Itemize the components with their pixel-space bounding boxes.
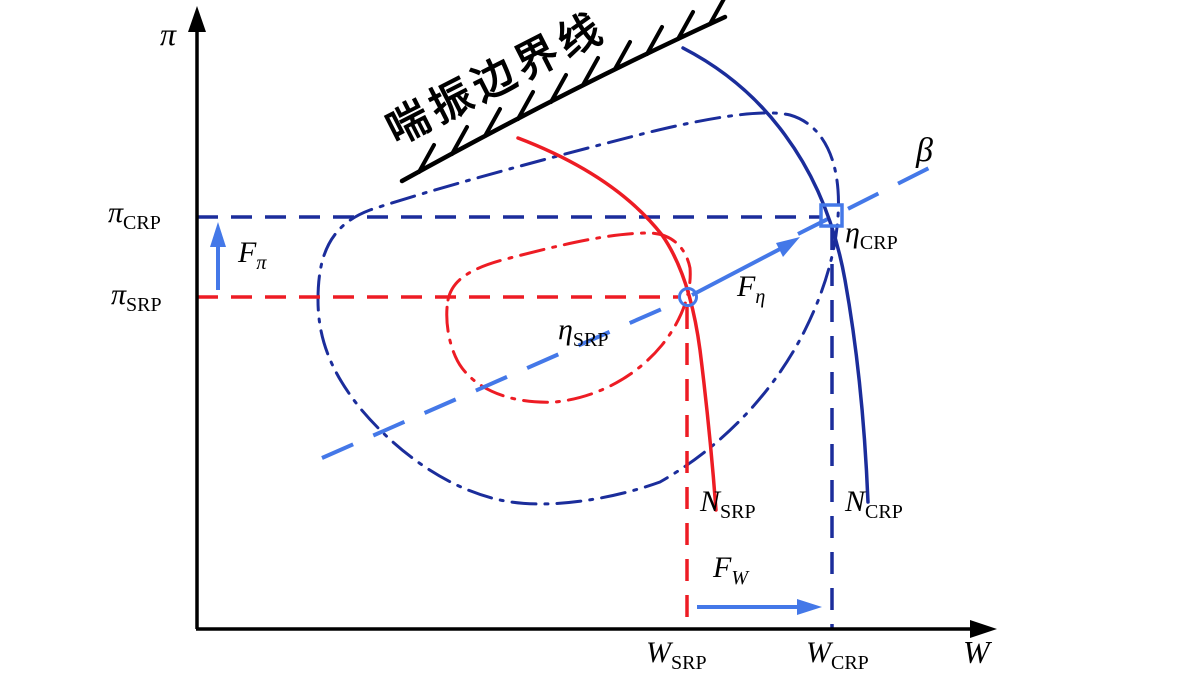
y-axis — [188, 6, 206, 629]
crp-point-marker — [819, 203, 844, 228]
w-crp-label: WCRP — [806, 636, 869, 674]
surge-boundary-hatching — [417, 0, 726, 174]
speed-line-ncrp — [681, 46, 870, 504]
efficiency-contour-inner — [445, 231, 692, 404]
f-w-label: FW — [713, 551, 748, 589]
n-crp-label: NCRP — [845, 485, 903, 523]
f-w-arrow — [697, 599, 822, 615]
pi-srp-label: πSRP — [111, 278, 162, 316]
beta-label: β — [916, 132, 933, 169]
f-pi-arrow — [210, 222, 226, 290]
f-eta-label: Fη — [737, 270, 766, 308]
x-axis-label: W — [963, 636, 990, 668]
w-srp-label: WSRP — [646, 636, 707, 674]
f-pi-label: Fπ — [238, 236, 267, 274]
y-axis-label: π — [160, 18, 176, 50]
pi-crp-label: πCRP — [108, 196, 161, 234]
eta-crp-label: ηCRP — [845, 216, 898, 254]
surge-boundary-line — [399, 14, 728, 184]
n-srp-label: NSRP — [700, 485, 756, 523]
f-eta-arrow — [691, 237, 800, 297]
x-axis-symbol: W — [963, 634, 990, 670]
efficiency-contour-outer — [316, 111, 840, 506]
eta-srp-label: ηSRP — [558, 313, 609, 351]
srp-point-marker — [678, 287, 698, 307]
speed-line-nsrp — [516, 136, 718, 512]
x-axis — [196, 620, 997, 638]
y-axis-symbol: π — [160, 16, 177, 52]
beta-line-lower — [321, 299, 681, 460]
